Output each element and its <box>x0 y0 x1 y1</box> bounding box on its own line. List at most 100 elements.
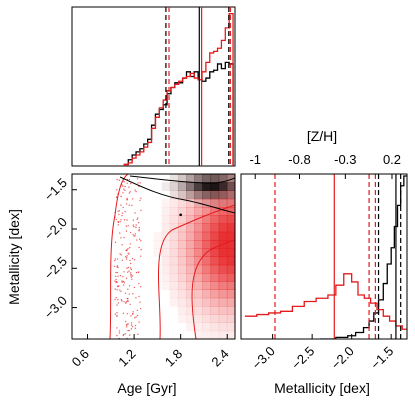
heat-cell-red <box>169 240 179 249</box>
heat-cell-red <box>226 314 235 323</box>
scatter-point <box>116 266 118 268</box>
heat-cell-red <box>202 207 212 216</box>
scatter-point <box>126 249 128 252</box>
median-point <box>179 213 182 217</box>
scatter-point <box>130 268 133 271</box>
heat-cell-red <box>169 231 179 241</box>
scatter-point <box>121 212 124 214</box>
scatter-point <box>124 210 126 213</box>
heat-cell-red <box>177 314 187 323</box>
age-metallicity-contours <box>109 174 235 339</box>
scatter-point <box>122 333 125 336</box>
heat-cell-red <box>210 264 220 274</box>
heat-cell-red <box>218 297 228 307</box>
scatter-point <box>118 213 120 216</box>
heat-cell-red <box>161 273 171 282</box>
metallicity-hist-axis-title: Metallicity [dex] <box>274 380 370 396</box>
zh-axis-title: [Z/H] <box>307 128 337 144</box>
heat-cell-black <box>210 182 220 191</box>
scatter-point <box>122 312 125 315</box>
heat-cell-red <box>186 273 195 282</box>
heat-cell-red <box>226 297 235 307</box>
heat-cell-red <box>186 174 195 183</box>
heat-cell-black <box>177 182 187 191</box>
heat-cell-black <box>226 190 235 200</box>
scatter-point <box>116 281 118 283</box>
heat-cell-black <box>194 190 203 200</box>
metallicity-tick-label: −2.0 <box>41 214 70 243</box>
heat-cell-red <box>177 256 187 266</box>
heat-cell-red <box>177 306 187 315</box>
heat-cell-red <box>218 306 228 315</box>
heat-cell-red <box>169 264 179 274</box>
scatter-point <box>139 301 141 303</box>
scatter-point <box>120 299 123 301</box>
heat-cell-black <box>177 190 187 200</box>
scatter-point <box>114 258 117 260</box>
heat-cell-red <box>202 306 212 315</box>
metallicity-histogram-marks <box>244 174 407 339</box>
heat-cell-red <box>202 215 212 224</box>
age-histogram-marks <box>123 7 234 166</box>
scatter-point <box>126 256 128 259</box>
scatter-point <box>130 276 132 278</box>
heat-cell-black <box>194 174 203 183</box>
scatter-point <box>116 258 119 260</box>
heat-cell-red <box>218 314 228 323</box>
scatter-point <box>114 313 117 315</box>
met-hist-tick-label: −2.5 <box>289 343 318 372</box>
heat-cell-red <box>218 273 228 282</box>
scatter-point <box>126 198 128 201</box>
scatter-point <box>124 320 127 323</box>
scatter-point <box>121 244 123 246</box>
scatter-point <box>127 247 129 250</box>
scatter-point <box>125 203 128 205</box>
scatter-point <box>120 237 122 239</box>
heat-cell-red <box>202 256 212 266</box>
heat-cell-red <box>194 256 203 266</box>
heat-cell-red <box>202 314 212 323</box>
heat-cell-red <box>169 289 179 299</box>
scatter-point <box>140 240 142 242</box>
scatter-point <box>138 238 141 240</box>
age-hist-series-1 <box>123 13 234 166</box>
heat-cell-red <box>210 231 220 241</box>
heat-cell-red <box>226 281 235 290</box>
metallicity-histogram-background <box>241 174 407 339</box>
heat-cell-black <box>210 198 220 208</box>
metallicity-tick-label: −3.0 <box>41 293 70 322</box>
scatter-point <box>134 327 136 329</box>
heat-cell-red <box>161 223 171 233</box>
scatter-point <box>122 185 124 187</box>
heat-cell-red <box>194 322 203 332</box>
met-hist-tick-label: −1.5 <box>368 343 397 372</box>
metallicity-histogram-frame <box>240 173 408 340</box>
heat-cell-red <box>226 174 235 183</box>
heat-cell-red <box>161 264 171 274</box>
scatter-point <box>137 271 139 273</box>
heat-cell-red <box>186 248 195 257</box>
heat-cell-red <box>177 289 187 299</box>
scatter-point <box>134 212 136 214</box>
red-contour-middle <box>158 204 235 339</box>
heat-cell-red <box>186 231 195 241</box>
heat-cell-red <box>194 231 203 241</box>
heat-cell-red <box>210 314 220 323</box>
scatter-point <box>129 191 131 193</box>
heat-cell-red <box>210 297 220 307</box>
black-contour-inner <box>129 175 235 184</box>
scatter-point <box>136 178 139 180</box>
scatter-point <box>124 189 126 192</box>
scatter-point <box>128 293 130 295</box>
heat-cell-red <box>177 264 187 274</box>
scatter-point <box>128 192 131 194</box>
red-contour-inner <box>191 239 235 339</box>
heat-cell-red <box>226 190 235 200</box>
heat-cell-red <box>186 322 195 332</box>
scatter-point <box>128 285 131 287</box>
heat-cell-red <box>202 281 212 290</box>
scatter-point <box>140 197 142 199</box>
scatter-point <box>126 255 128 257</box>
scatter-point <box>116 289 118 291</box>
heat-cell-red <box>161 256 171 266</box>
